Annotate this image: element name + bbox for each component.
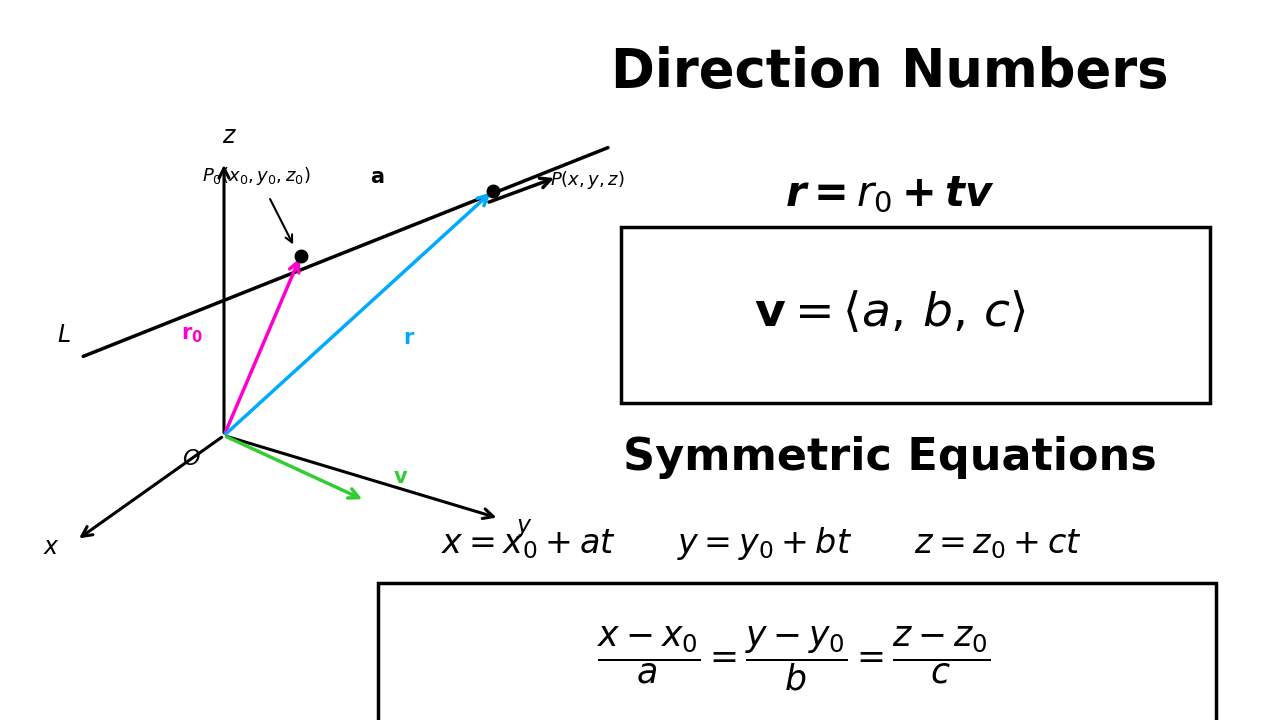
Text: $\mathbf{a}$: $\mathbf{a}$	[370, 167, 385, 187]
Text: $\mathbf{v} = \langle a,\, b,\, c \rangle$: $\mathbf{v} = \langle a,\, b,\, c \rangl…	[754, 290, 1025, 336]
Text: $P_0(x_0, y_0, z_0)$: $P_0(x_0, y_0, z_0)$	[202, 165, 310, 187]
Text: $\boldsymbol{r = r_0 + tv}$: $\boldsymbol{r = r_0 + tv}$	[785, 174, 995, 215]
Text: $\mathbf{v}$: $\mathbf{v}$	[393, 467, 408, 487]
Text: $z$: $z$	[221, 124, 237, 148]
FancyBboxPatch shape	[621, 227, 1210, 403]
Text: $x = x_0 + at \quad\quad y = y_0 + bt \quad\quad z = z_0 + ct$: $x = x_0 + at \quad\quad y = y_0 + bt \q…	[442, 525, 1082, 562]
Text: Direction Numbers: Direction Numbers	[611, 46, 1169, 98]
Text: $\mathbf{r}$: $\mathbf{r}$	[403, 328, 416, 348]
Text: $L$: $L$	[56, 323, 70, 347]
Text: $O$: $O$	[182, 449, 201, 469]
Text: $x$: $x$	[44, 535, 60, 559]
Text: $P(x, y, z)$: $P(x, y, z)$	[550, 169, 625, 191]
Text: Symmetric Equations: Symmetric Equations	[623, 436, 1156, 479]
FancyBboxPatch shape	[378, 583, 1216, 720]
Text: $y$: $y$	[516, 516, 532, 540]
Text: $\mathbf{r_0}$: $\mathbf{r_0}$	[180, 325, 204, 345]
Text: $\dfrac{x - x_0}{a} = \dfrac{y - y_0}{b} = \dfrac{z - z_0}{c}$: $\dfrac{x - x_0}{a} = \dfrac{y - y_0}{b}…	[596, 624, 991, 693]
